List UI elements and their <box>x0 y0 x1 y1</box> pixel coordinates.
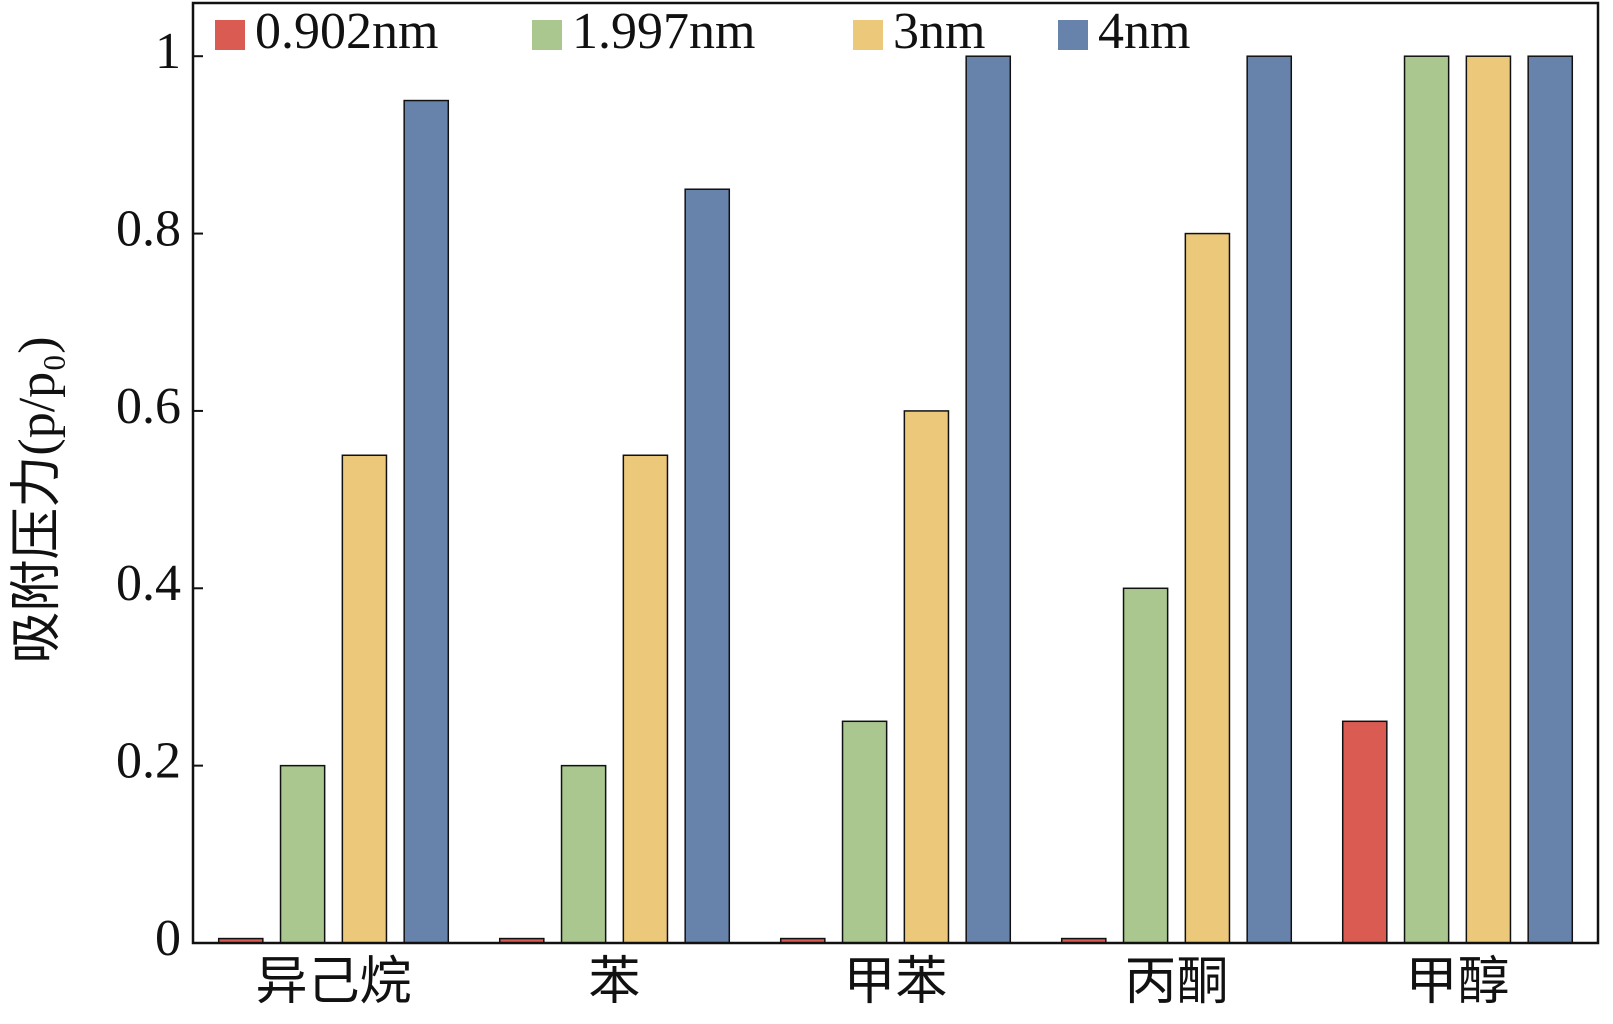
bar <box>279 764 326 944</box>
bar <box>1246 55 1293 944</box>
legend-swatch <box>215 20 245 50</box>
x-tick-label: 苯 <box>588 954 640 1011</box>
bar <box>1465 55 1512 944</box>
bar <box>403 99 450 944</box>
bar <box>560 764 607 944</box>
y-tick-label: 0.6 <box>116 378 181 435</box>
bar <box>903 410 950 944</box>
bar <box>965 55 1012 944</box>
y-tick-label: 0 <box>155 910 181 967</box>
legend-label: 0.902nm <box>255 3 438 60</box>
x-tick-label: 异己烷 <box>255 954 411 1011</box>
plot-frame <box>191 1 1600 945</box>
x-tick-label: 丙酮 <box>1124 954 1228 1011</box>
bar <box>1527 55 1574 944</box>
legend-label: 3nm <box>893 3 985 60</box>
bar <box>684 188 731 944</box>
legend-swatch <box>1058 20 1088 50</box>
bar <box>841 720 888 944</box>
y-tick-label: 1 <box>155 23 181 80</box>
bar <box>1184 232 1231 944</box>
bar <box>1403 55 1450 944</box>
bar <box>1122 587 1169 944</box>
legend-swatch <box>532 20 562 50</box>
y-axis-label: 吸附压力(p/p₀) <box>9 336 66 663</box>
x-tick-label: 甲苯 <box>843 954 947 1011</box>
bar <box>622 454 669 944</box>
y-tick-label: 0.4 <box>116 555 181 612</box>
y-tick-label: 0.2 <box>116 733 181 790</box>
bar <box>1341 720 1388 944</box>
legend-label: 1.997nm <box>572 3 755 60</box>
bar <box>341 454 388 944</box>
legend-label: 4nm <box>1098 3 1190 60</box>
y-tick-label: 0.8 <box>116 201 181 258</box>
x-tick-label: 甲醇 <box>1405 954 1509 1011</box>
legend-swatch <box>853 20 883 50</box>
